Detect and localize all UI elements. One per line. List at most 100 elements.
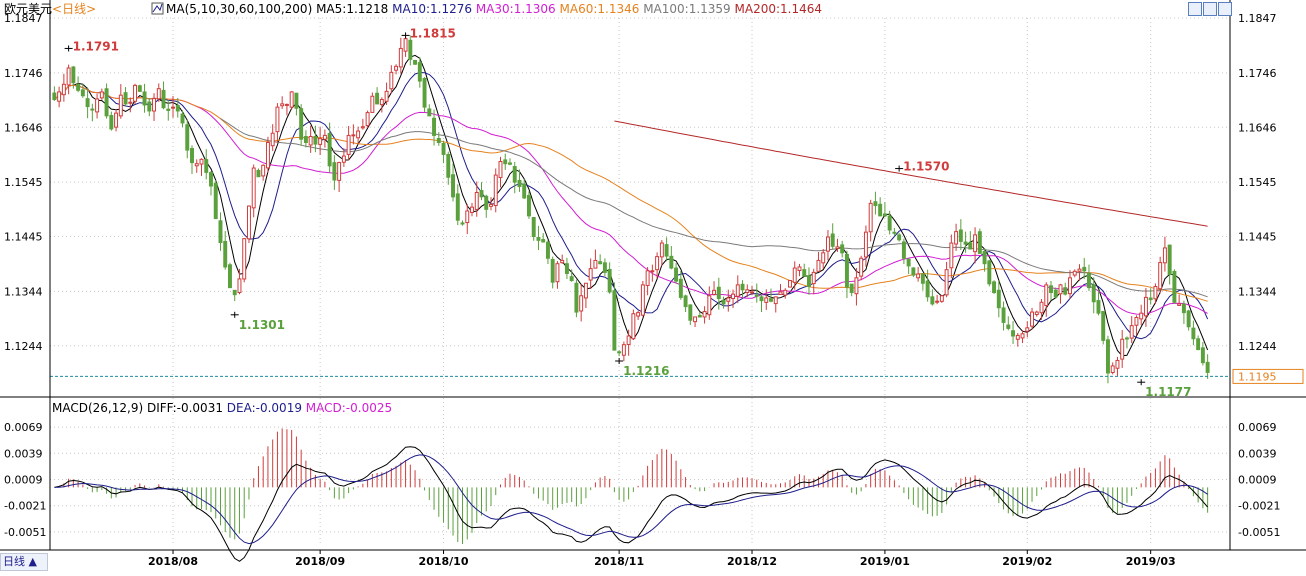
candle	[849, 283, 854, 297]
candle	[142, 83, 147, 113]
ma-legend-icon[interactable]	[151, 2, 164, 15]
candle	[873, 191, 878, 215]
candle	[194, 159, 199, 173]
candle	[716, 277, 721, 310]
ma30-line	[54, 84, 1208, 315]
candle	[1110, 362, 1115, 375]
candle	[769, 288, 773, 303]
price-tick-label: 1.1847	[1238, 12, 1277, 25]
candle	[678, 270, 683, 300]
candle	[351, 124, 356, 145]
candle	[854, 267, 859, 306]
macd-tick-label: -0.0051	[4, 526, 46, 539]
candle	[280, 96, 285, 109]
price-tick-label: 1.1545	[1238, 176, 1277, 189]
candle	[417, 57, 422, 88]
macd-dea-line	[54, 454, 1208, 545]
candle	[954, 223, 959, 251]
candle	[868, 199, 873, 242]
date-tick-label: 2018/09	[295, 555, 345, 568]
candle	[66, 64, 71, 95]
candle	[52, 86, 57, 101]
macd-legend: MACD(26,12,9) DIFF:-0.0031 DEA:-0.0019 M…	[52, 401, 392, 415]
extreme-price-label: 1.1301	[239, 318, 285, 332]
candle	[261, 164, 266, 181]
candle	[897, 232, 902, 242]
candle	[284, 103, 289, 116]
macd-indicator: 0.0069 0.0069 0.0039 0.0039 0.0009 0.0009 -0.0…	[4, 421, 1280, 562]
candle	[721, 296, 726, 309]
candle	[726, 289, 731, 312]
ma10-line	[54, 71, 1209, 340]
price-tick-label: 1.1646	[4, 121, 43, 134]
candle	[788, 280, 792, 288]
candle	[1082, 257, 1087, 280]
period-selector-button[interactable]: 日线 ▲	[0, 553, 48, 571]
candle	[71, 66, 76, 89]
instrument-name: 欧元美元	[4, 2, 52, 16]
candle	[1058, 283, 1063, 304]
candle	[1172, 269, 1177, 304]
candle	[522, 178, 527, 199]
candle	[1177, 294, 1182, 306]
candle	[1120, 330, 1125, 368]
candle	[1068, 270, 1072, 299]
candle	[455, 184, 460, 226]
candle	[636, 310, 641, 320]
candle	[920, 273, 925, 291]
candle	[394, 64, 399, 75]
candle	[783, 288, 788, 299]
candle	[204, 149, 209, 180]
date-tick-label: 2018/12	[727, 555, 777, 568]
candle	[792, 261, 797, 290]
candle	[1200, 341, 1205, 366]
candle	[156, 83, 161, 102]
candle	[1039, 299, 1044, 320]
extreme-price-label: 1.1177	[1145, 385, 1191, 399]
candle	[807, 267, 811, 295]
candle	[436, 132, 441, 146]
candle	[545, 240, 550, 265]
date-tick-label: 2019/01	[860, 555, 910, 568]
candle	[308, 125, 313, 153]
candle	[484, 194, 489, 218]
macd-tick-label: 0.0039	[4, 447, 43, 460]
candle	[621, 341, 626, 362]
candle	[503, 153, 508, 170]
candle	[593, 249, 598, 269]
candle	[398, 37, 403, 74]
candle	[384, 82, 389, 105]
chart-more-icon[interactable]	[1218, 2, 1232, 16]
candle	[1139, 304, 1144, 326]
candle	[446, 151, 451, 185]
candle	[199, 158, 204, 176]
extreme-price-label: 1.1216	[623, 364, 669, 378]
candle	[811, 268, 816, 295]
candle	[213, 180, 218, 220]
chart-settings-icon[interactable]	[1188, 2, 1202, 16]
candle	[185, 120, 190, 159]
candle	[123, 87, 128, 107]
macd-tick-label: 0.0069	[4, 421, 43, 434]
extreme-price-label: 1.1791	[73, 39, 119, 53]
candle	[152, 93, 157, 122]
candle	[1143, 288, 1148, 327]
candle	[1087, 264, 1091, 291]
candle	[626, 329, 631, 356]
candle	[95, 93, 100, 119]
candle	[474, 181, 479, 217]
candle	[403, 36, 408, 57]
candle	[1134, 315, 1139, 336]
candle	[1162, 236, 1167, 272]
candle	[536, 225, 541, 251]
candle	[327, 122, 332, 173]
candle	[992, 280, 997, 294]
candle	[579, 284, 584, 322]
chart-forward-icon[interactable]	[1203, 2, 1217, 16]
candle	[270, 124, 275, 152]
candle	[218, 212, 223, 251]
candle	[1025, 321, 1030, 338]
candle	[764, 289, 769, 310]
candle	[232, 289, 237, 302]
